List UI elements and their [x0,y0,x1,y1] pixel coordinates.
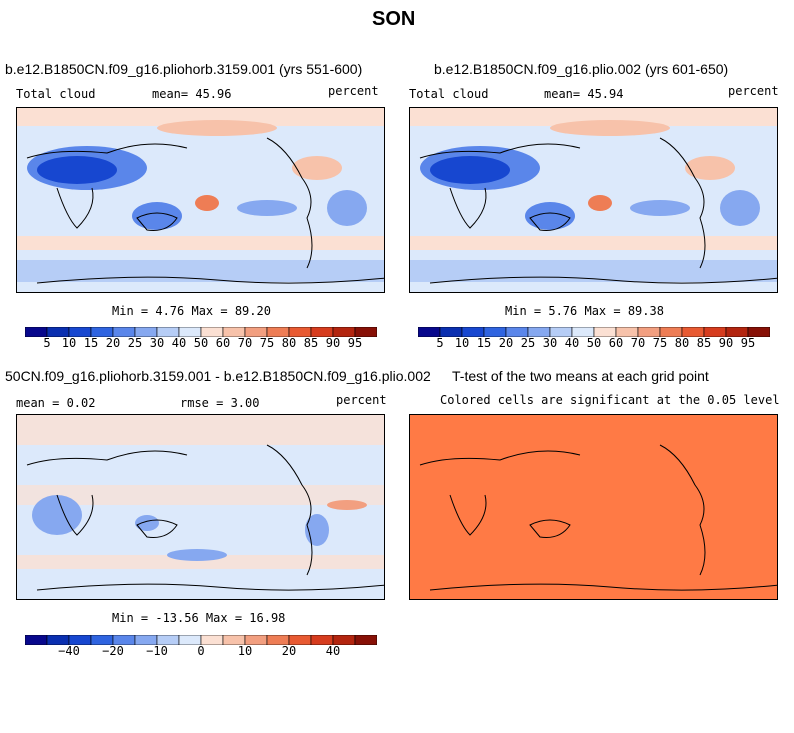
panel-1-colorbar-labels: 5 10 15 20 25 30 40 50 60 70 75 80 85 90 95 [25,336,377,352]
panel-2-minmax: Min = 5.76 Max = 89.38 [505,304,664,318]
panel-2-title: b.e12.B1850CN.f09_g16.plio.002 (yrs 601-… [434,61,729,77]
panel-2-colorbar-boxes [417,326,771,338]
colorbar-tick-label: 30 [149,336,165,350]
panel-1-units-label: percent [328,84,379,98]
panel-3-rmse-label: rmse = 3.00 [180,396,260,410]
panel-1-mean-label: mean= 45.96 [152,87,232,101]
panel-3-map-svg [17,415,384,599]
panel-3-map [16,414,385,600]
colorbar-tick-label: 5 [43,336,51,350]
panel-3-units-label: percent [336,393,387,407]
colorbar-tick-label: −10 [146,644,168,658]
panel-1-map [16,107,385,293]
colorbar-tick-label: 5 [436,336,444,350]
panel-2-units-label: percent [728,84,779,98]
panel-4-significance-label: Colored cells are significant at the 0.0… [440,393,780,407]
panel-2-map-svg [410,108,777,292]
colorbar-tick-label: 90 [718,336,734,350]
panel-1-title: b.e12.B1850CN.f09_g16.pliohorb.3159.001 … [5,61,363,77]
panel-4-map [409,414,778,600]
colorbar-tick-label: 20 [281,644,297,658]
colorbar-tick-label: 60 [608,336,624,350]
page-title: SON [372,8,416,30]
colorbar-tick-label: 0 [197,644,205,658]
panel-2-mean-label: mean= 45.94 [544,87,624,101]
colorbar-tick-label: −20 [102,644,124,658]
colorbar-tick-label: 10 [61,336,77,350]
panel-2-colorbar [417,324,771,342]
panel-4-map-svg [410,415,777,599]
panel-3-minmax: Min = -13.56 Max = 16.98 [112,611,286,625]
colorbar-tick-label: 40 [171,336,187,350]
ttest-fill [410,415,777,599]
colorbar-tick-label: 50 [586,336,602,350]
colorbar-tick-label: 15 [476,336,492,350]
colorbar-tick-label: 20 [498,336,514,350]
colorbar-tick-label: −40 [58,644,80,658]
colorbar-tick-label: 25 [520,336,536,350]
colorbar-tick-label: 20 [105,336,121,350]
colorbar-tick-label: 60 [215,336,231,350]
panel-1-colorbar [24,324,378,342]
colorbar-tick-label: 40 [325,644,341,658]
colorbar-tick-label: 70 [630,336,646,350]
colorbar-tick-label: 30 [542,336,558,350]
panel-3-colorbar-labels: −40 −20 −10 0 10 20 40 [25,644,377,660]
colorbar-tick-label: 85 [303,336,319,350]
colorbar-tick-label: 25 [127,336,143,350]
colorbar-tick-label: 40 [564,336,580,350]
colorbar-tick-label: 80 [281,336,297,350]
colorbar-tick-label: 10 [237,644,253,658]
panel-4-title: T-test of the two means at each grid poi… [452,368,709,384]
colorbar-tick-label: 75 [259,336,275,350]
colorbar-tick-label: 10 [454,336,470,350]
panel-1-variable-label: Total cloud [16,87,96,101]
colorbar-tick-label: 75 [652,336,668,350]
panel-3-title: 50CN.f09_g16.pliohorb.3159.001 - b.e12.B… [5,368,431,384]
colorbar-tick-label: 70 [237,336,253,350]
colorbar-tick-label: 95 [347,336,363,350]
colorbar-tick-label: 50 [193,336,209,350]
panel-2-colorbar-labels: 5 10 15 20 25 30 40 50 60 70 75 80 85 90 95 [418,336,770,352]
colorbar-tick-label: 15 [83,336,99,350]
panel-3-mean-label: mean = 0.02 [16,396,96,410]
colorbar-tick-label: 95 [740,336,756,350]
panel-1-minmax: Min = 4.76 Max = 89.20 [112,304,271,318]
panel-2-map [409,107,778,293]
panel-2-variable-label: Total cloud [409,87,489,101]
colorbar-tick-label: 80 [674,336,690,350]
colorbar-tick-label: 90 [325,336,341,350]
colorbar-tick-label: 85 [696,336,712,350]
panel-1-map-svg [17,108,384,292]
